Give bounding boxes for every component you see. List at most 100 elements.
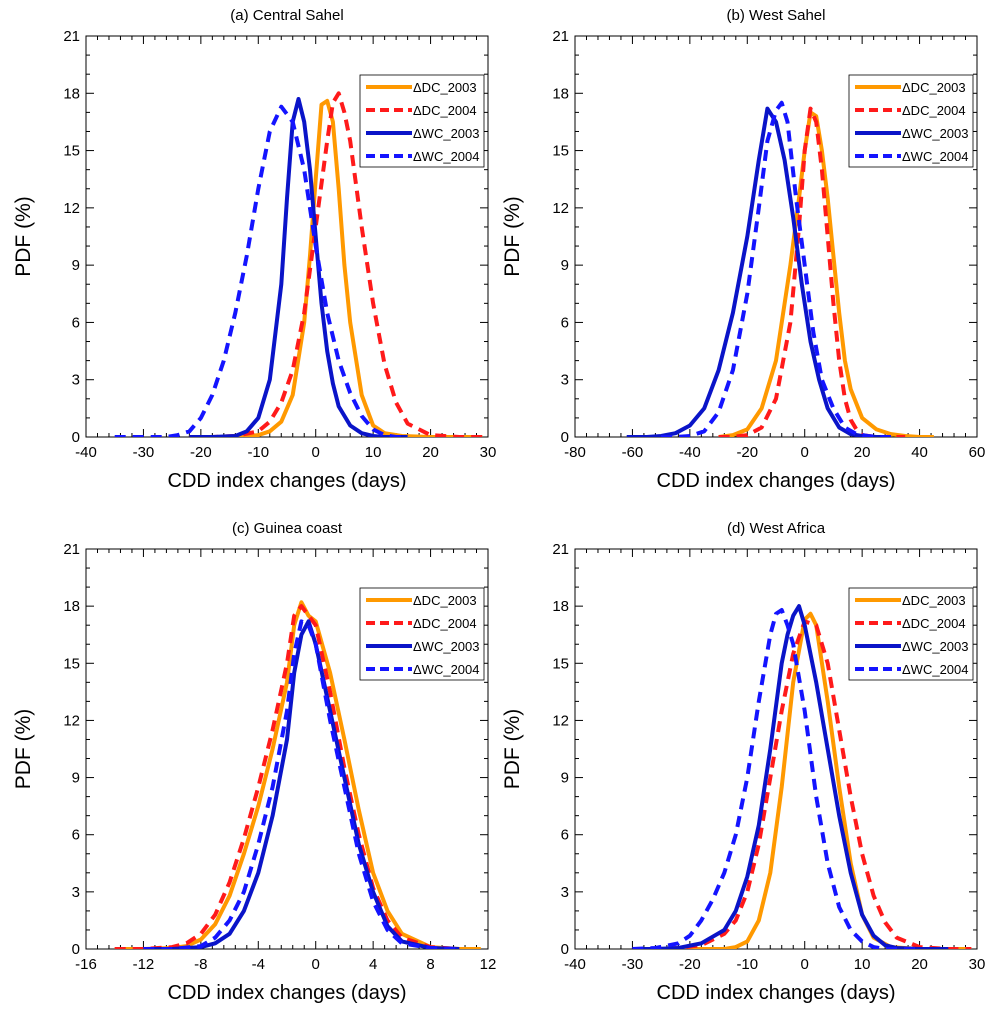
x-tick-label: -20 [190, 444, 212, 461]
x-tick-label: 20 [854, 444, 871, 461]
legend-label-2: ΔWC_2003 [413, 126, 480, 141]
series-line-3 [114, 104, 408, 437]
legend-label-1: ΔDC_2004 [413, 103, 477, 118]
legend: ΔDC_2003 ΔDC_2004 ΔWC_2003 ΔWC_2004 [848, 587, 974, 681]
x-tick-label: 30 [969, 956, 986, 973]
legend-label-2: ΔWC_2003 [902, 126, 969, 141]
x-tick-label: 40 [911, 444, 928, 461]
y-tick-label: 9 [561, 770, 569, 787]
y-tick-label: 15 [552, 143, 569, 160]
legend: ΔDC_2003 ΔDC_2004 ΔWC_2003 ΔWC_2004 [848, 74, 974, 168]
x-tick-label: -40 [679, 444, 701, 461]
series-line-1 [718, 106, 906, 437]
x-tick-label: 10 [854, 956, 871, 973]
x-axis-label: CDD index changes (days) [657, 982, 896, 1004]
chart-panel-2: (c) Guinea coast -16 -12 -8 -4 0 4 8 12 0 3 6 9 12 15 1… [12, 520, 496, 1004]
y-tick-label: 12 [552, 712, 569, 729]
x-tick-label: 20 [911, 956, 928, 973]
x-tick-label: 20 [422, 444, 439, 461]
x-tick-label: -12 [133, 956, 155, 973]
x-tick-label: -8 [194, 956, 207, 973]
y-tick-label: 0 [561, 941, 569, 958]
y-tick-label: 21 [552, 28, 569, 45]
y-tick-label: 9 [72, 257, 80, 274]
y-tick-label: 12 [63, 712, 80, 729]
plot-frame [574, 548, 978, 950]
y-tick-label: 6 [561, 827, 569, 844]
x-tick-label: 0 [801, 956, 809, 973]
x-tick-label: -16 [75, 956, 97, 973]
legend-label-0: ΔDC_2003 [413, 593, 477, 608]
series-line-2 [143, 619, 460, 949]
x-tick-label: -4 [252, 956, 265, 973]
y-axis-label: PDF (%) [12, 196, 35, 277]
y-tick-label: 21 [63, 28, 80, 45]
panel-title: (a) Central Sahel [230, 7, 343, 24]
series-line-0 [718, 110, 934, 437]
y-tick-label: 15 [63, 655, 80, 672]
y-tick-label: 18 [63, 598, 80, 615]
series-line-2 [189, 97, 408, 437]
series-line-3 [143, 619, 460, 949]
y-tick-label: 18 [552, 598, 569, 615]
legend: ΔDC_2003 ΔDC_2004 ΔWC_2003 ΔWC_2004 [359, 74, 485, 168]
x-tick-label: -30 [622, 956, 644, 973]
legend-label-3: ΔWC_2004 [413, 662, 480, 677]
y-tick-label: 0 [72, 941, 80, 958]
x-tick-label: -30 [133, 444, 155, 461]
y-tick-label: 6 [72, 314, 80, 331]
y-axis-label: PDF (%) [12, 709, 35, 790]
legend-label-1: ΔDC_2004 [902, 616, 966, 631]
y-tick-label: 15 [63, 143, 80, 160]
plot-frame [574, 35, 978, 438]
y-tick-label: 18 [63, 85, 80, 102]
x-tick-label: 8 [426, 956, 434, 973]
y-tick-label: 3 [561, 884, 569, 901]
y-tick-label: 3 [561, 372, 569, 389]
legend-label-3: ΔWC_2004 [413, 149, 480, 164]
legend-label-1: ΔDC_2004 [413, 616, 477, 631]
legend-box [359, 587, 485, 681]
y-tick-label: 12 [552, 200, 569, 217]
series-line-2 [626, 106, 891, 437]
chart-panel-3: (d) West Africa -40 -30 -20 -10 0 10 20 30 0 3 6 9 12… [501, 520, 985, 1004]
legend-label-2: ΔWC_2003 [902, 639, 969, 654]
y-tick-label: 18 [552, 85, 569, 102]
x-tick-label: 0 [312, 444, 320, 461]
x-tick-label: 4 [369, 956, 377, 973]
x-tick-label: -20 [679, 956, 701, 973]
x-tick-label: -10 [736, 956, 758, 973]
panel-title: (c) Guinea coast [232, 520, 343, 537]
legend-label-3: ΔWC_2004 [902, 149, 969, 164]
series-line-3 [632, 608, 920, 949]
x-tick-label: 10 [365, 444, 382, 461]
y-tick-label: 6 [561, 314, 569, 331]
x-tick-label: 30 [480, 444, 497, 461]
x-tick-label: -60 [622, 444, 644, 461]
x-tick-label: 60 [969, 444, 986, 461]
legend: ΔDC_2003 ΔDC_2004 ΔWC_2003 ΔWC_2004 [359, 587, 485, 681]
y-tick-label: 21 [63, 541, 80, 558]
series-line-2 [632, 604, 949, 949]
x-tick-label: 12 [480, 956, 497, 973]
x-tick-label: 0 [801, 444, 809, 461]
plot-frame [85, 548, 489, 950]
series-line-0 [114, 600, 481, 949]
x-tick-label: -10 [247, 444, 269, 461]
x-tick-label: -20 [736, 444, 758, 461]
x-tick-label: -80 [564, 444, 586, 461]
x-axis-label: CDD index changes (days) [657, 470, 896, 492]
legend-label-0: ΔDC_2003 [902, 80, 966, 95]
y-tick-label: 15 [552, 655, 569, 672]
chart-panel-1: (b) West Sahel -80 -60 -40 -20 0 20 40 60 0 3 6 9 12 1… [501, 7, 985, 492]
legend-box [848, 587, 974, 681]
x-tick-label: 0 [312, 956, 320, 973]
legend-label-1: ΔDC_2004 [902, 103, 966, 118]
x-tick-label: -40 [75, 444, 97, 461]
y-tick-label: 9 [72, 770, 80, 787]
chart-panel-0: (a) Central Sahel -40 -30 -20 -10 0 10 20 30 0 3 6 9… [12, 7, 496, 492]
x-axis-label: CDD index changes (days) [168, 470, 407, 492]
panel-title: (d) West Africa [727, 520, 826, 537]
series-line-1 [189, 91, 483, 437]
